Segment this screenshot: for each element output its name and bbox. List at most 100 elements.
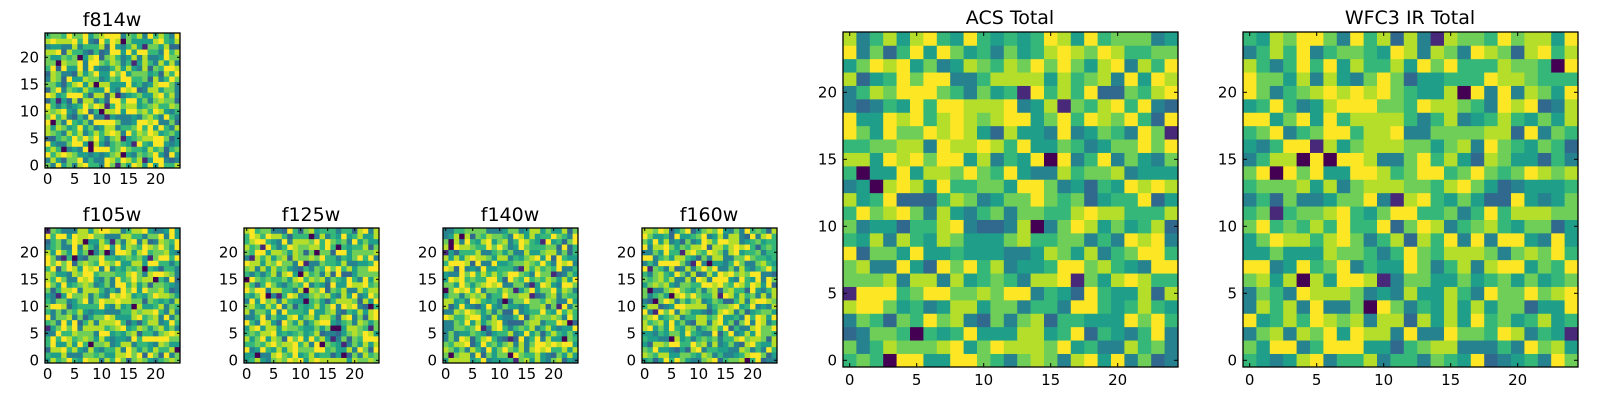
heatmap-cell (1457, 45, 1472, 60)
heatmap-cell (1323, 300, 1338, 314)
heatmap-cell (55, 54, 62, 61)
heatmap-cell (1296, 273, 1311, 287)
heatmap-cell (1377, 58, 1391, 73)
heatmap-cell (265, 298, 272, 304)
heatmap-cell (843, 313, 857, 328)
heatmap-cell (1470, 112, 1485, 127)
heatmap-cell (1017, 125, 1031, 140)
heatmap-cell (373, 352, 380, 358)
heatmap-cell (330, 249, 337, 256)
heatmap-cell (120, 271, 127, 277)
heatmap-cell (963, 112, 978, 127)
heatmap-cell (109, 146, 116, 153)
heatmap-cell (265, 336, 272, 342)
heatmap-cell (669, 314, 675, 321)
heatmap-cell (443, 336, 449, 342)
heatmap-cell (448, 276, 455, 283)
heatmap-cell (115, 33, 121, 39)
heatmap-cell (153, 81, 159, 88)
heatmap-cell (497, 336, 503, 342)
heatmap-cell (1256, 353, 1271, 368)
heatmap-cell (545, 282, 552, 288)
heatmap-cell (1057, 139, 1072, 153)
heatmap-cell (120, 92, 127, 99)
x-tick-label: 5 (1312, 371, 1322, 389)
heatmap-cell (950, 125, 964, 140)
heatmap-cell (1390, 313, 1405, 328)
heatmap-cell (147, 162, 154, 169)
heatmap-cell (99, 249, 105, 256)
heatmap-cell (545, 309, 552, 315)
heatmap-cell (513, 309, 519, 315)
heatmap-cell (679, 282, 686, 288)
heatmap-cell (1283, 353, 1297, 368)
heatmap-cell (93, 309, 100, 315)
heatmap-cell (93, 43, 100, 50)
heatmap-cell (276, 233, 283, 240)
heatmap-cell (99, 346, 105, 353)
heatmap-cell (690, 314, 697, 321)
heatmap-cell (1124, 85, 1139, 100)
heatmap-cell (507, 336, 514, 342)
heatmap-cell (464, 260, 471, 267)
heatmap-cell (99, 336, 105, 342)
heatmap-cell (109, 287, 116, 294)
heatmap-cell (739, 228, 745, 234)
x-tick-label: 20 (146, 365, 165, 383)
heatmap-cell (459, 352, 465, 358)
heatmap-cell (169, 244, 175, 250)
heatmap-cell (551, 298, 557, 304)
heatmap-cell (443, 233, 449, 240)
heatmap-cell (1551, 72, 1565, 86)
heatmap-cell (696, 271, 702, 277)
heatmap-cell (755, 330, 762, 337)
heatmap-cell (55, 303, 62, 310)
heatmap-cell (276, 309, 283, 315)
heatmap-cell (1457, 32, 1472, 46)
heatmap-cell (99, 314, 105, 321)
heatmap-cell (271, 341, 277, 348)
heatmap-cell (174, 314, 181, 321)
heatmap-cell (674, 314, 681, 321)
heatmap-cell (963, 45, 978, 60)
heatmap-cell (733, 292, 740, 299)
heatmap-cell (1430, 72, 1445, 86)
heatmap-cell (1430, 85, 1445, 100)
heatmap-cell (963, 340, 978, 354)
heatmap-cell (567, 341, 573, 348)
heatmap-cell (45, 76, 51, 82)
heatmap-cell (169, 346, 175, 353)
heatmap-cell (1457, 192, 1472, 207)
heatmap-cell (1511, 58, 1525, 73)
heatmap-cell (1256, 286, 1271, 301)
heatmap-cell (281, 309, 288, 315)
heatmap-cell (260, 271, 266, 277)
heatmap-cell (77, 309, 84, 315)
heatmap-cell (1269, 340, 1284, 354)
heatmap-cell (480, 346, 487, 353)
heatmap-cell (733, 341, 740, 348)
heatmap-cell (443, 319, 449, 326)
heatmap-cell (1243, 300, 1257, 314)
heatmap-cell (1511, 99, 1525, 113)
heatmap-cell (142, 124, 148, 131)
heatmap-cell (142, 341, 148, 348)
heatmap-cell (1137, 233, 1152, 247)
heatmap-cell (55, 314, 62, 321)
heatmap-cell (368, 341, 374, 348)
heatmap-cell (1497, 340, 1512, 354)
heatmap-cell (120, 292, 127, 299)
heatmap-cell (652, 309, 659, 315)
heatmap-cell (701, 292, 708, 299)
heatmap-cell (534, 255, 541, 261)
heatmap-cell (72, 271, 78, 277)
heatmap-cell (287, 255, 293, 261)
heatmap-cell (319, 346, 326, 353)
heatmap-cell (136, 233, 143, 240)
heatmap-cell (147, 38, 154, 45)
heatmap-cell (158, 346, 165, 353)
heatmap-cell (61, 141, 67, 147)
heatmap-cell (142, 135, 148, 142)
heatmap-cell (153, 87, 159, 93)
heatmap-cell (685, 238, 691, 245)
